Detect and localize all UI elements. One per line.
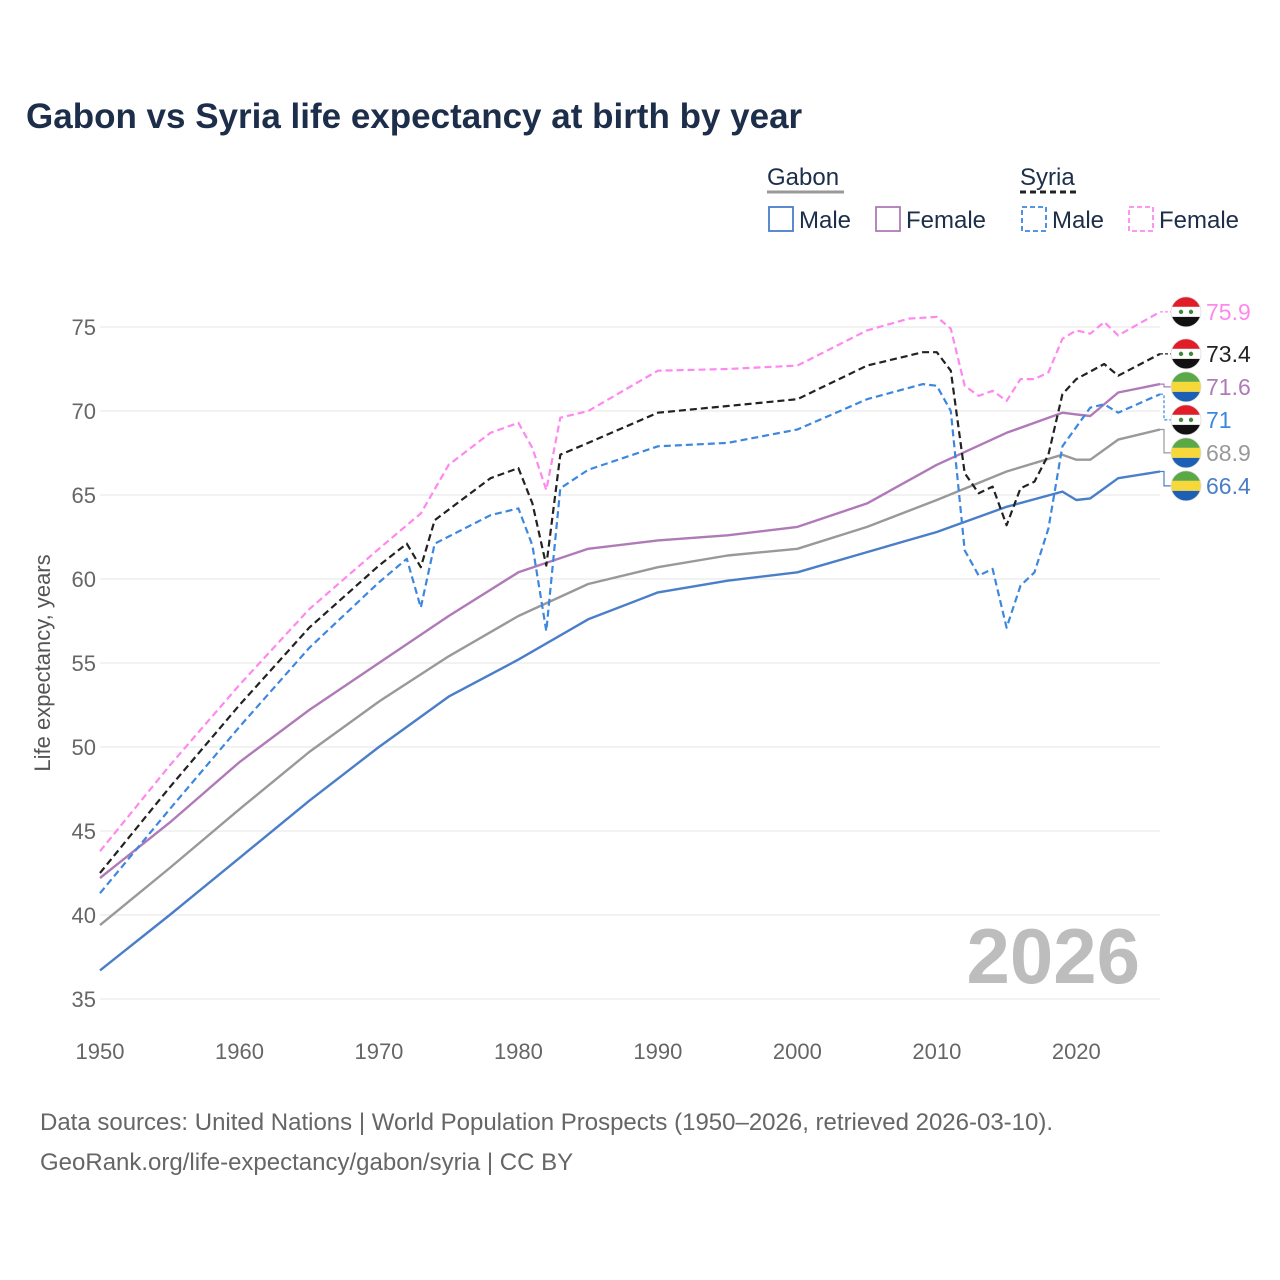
- current-year-label: 2026: [966, 912, 1140, 1000]
- x-tick-label: 1990: [633, 1039, 682, 1064]
- end-label-gabon-total: 68.9: [1160, 428, 1251, 469]
- end-value-label: 68.9: [1206, 440, 1251, 466]
- end-value-label: 66.4: [1206, 473, 1251, 499]
- end-label-connector: [1160, 470, 1172, 487]
- end-label-gabon-female: 71.6: [1160, 371, 1251, 403]
- y-axis-label: Life expectancy, years: [30, 554, 55, 771]
- legend: Gabon Syria Male Female Male Female: [767, 164, 1239, 234]
- series-line-gabon-total[interactable]: [99, 428, 1161, 927]
- x-axis: 1950 1960 1970 1980 1990 2000 2010 2020: [76, 1039, 1101, 1064]
- gabon-flag-icon: [1171, 437, 1201, 468]
- end-label-connector: [1160, 383, 1172, 388]
- x-tick-label: 2000: [773, 1039, 822, 1064]
- end-value-label: 71.6: [1206, 374, 1251, 400]
- y-tick-label: 50: [72, 735, 96, 760]
- series-lines: [99, 310, 1161, 972]
- end-label-gabon-male: 66.4: [1160, 470, 1251, 502]
- y-axis: 35 40 45 50 55 60 65 70 75: [72, 315, 96, 1012]
- legend-gabon-male-label[interactable]: Male: [799, 207, 851, 234]
- syria-flag-icon: [1171, 404, 1201, 435]
- source-line-1: Data sources: United Nations | World Pop…: [40, 1109, 1053, 1136]
- x-tick-label: 1960: [215, 1039, 264, 1064]
- legend-syria-male-swatch[interactable]: [1021, 206, 1047, 232]
- y-tick-label: 70: [72, 399, 96, 424]
- legend-syria-male-label[interactable]: Male: [1052, 207, 1104, 234]
- legend-group-gabon: Gabon: [767, 164, 839, 191]
- legend-syria-female-swatch[interactable]: [1128, 206, 1154, 232]
- series-line-syria-total[interactable]: [99, 351, 1161, 874]
- syria-flag-icon: [1171, 338, 1201, 369]
- syria-flag-icon: [1171, 296, 1201, 327]
- y-tick-label: 35: [72, 987, 96, 1012]
- series-line-gabon-female[interactable]: [99, 382, 1161, 879]
- end-value-label: 73.4: [1206, 341, 1251, 367]
- x-tick-label: 1980: [494, 1039, 543, 1064]
- end-label-syria-male: 71: [1160, 393, 1232, 436]
- end-value-label: 71: [1206, 407, 1232, 433]
- source-line-2[interactable]: GeoRank.org/life-expectancy/gabon/syria …: [40, 1149, 573, 1176]
- end-value-label: 75.9: [1206, 299, 1251, 325]
- gabon-flag-icon: [1171, 371, 1201, 402]
- x-tick-label: 1970: [354, 1039, 403, 1064]
- x-tick-label: 1950: [76, 1039, 125, 1064]
- grid: [100, 326, 1160, 1000]
- legend-group-syria: Syria: [1020, 164, 1075, 191]
- y-tick-label: 65: [72, 483, 96, 508]
- legend-gabon-female-swatch[interactable]: [875, 206, 901, 232]
- x-tick-label: 2010: [912, 1039, 961, 1064]
- y-tick-label: 75: [72, 315, 96, 340]
- series-line-gabon-male[interactable]: [99, 470, 1161, 972]
- x-tick-label: 2020: [1052, 1039, 1101, 1064]
- end-label-syria-total: 73.4: [1160, 338, 1251, 370]
- legend-gabon-female-label[interactable]: Female: [906, 207, 986, 234]
- series-line-syria-female[interactable]: [99, 310, 1161, 852]
- series-line-syria-male[interactable]: [99, 383, 1161, 894]
- y-tick-label: 40: [72, 903, 96, 928]
- y-tick-label: 55: [72, 651, 96, 676]
- legend-gabon-male-swatch[interactable]: [768, 206, 794, 232]
- chart-title: Gabon vs Syria life expectancy at birth …: [26, 97, 803, 136]
- end-labels: 75.9 73.4 71.6 71 68.9 66.4: [1160, 296, 1251, 502]
- y-tick-label: 60: [72, 567, 96, 592]
- y-tick-label: 45: [72, 819, 96, 844]
- end-label-connector: [1160, 393, 1172, 421]
- end-label-syria-female: 75.9: [1160, 296, 1251, 328]
- legend-syria-female-label[interactable]: Female: [1159, 207, 1239, 234]
- end-label-connector: [1160, 428, 1172, 454]
- gabon-flag-icon: [1171, 470, 1201, 501]
